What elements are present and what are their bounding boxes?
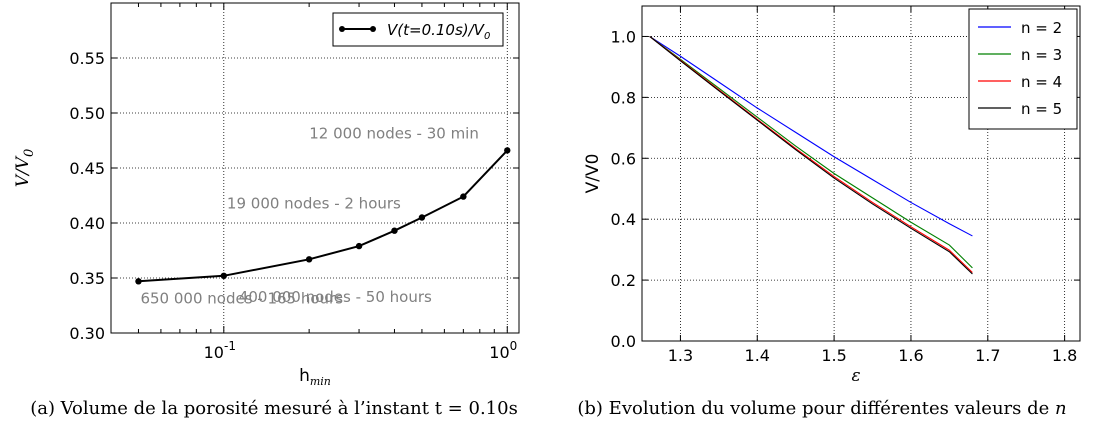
- data-point: [305, 256, 313, 263]
- annotation-label: 650 000 nodes - 165 hours: [140, 289, 343, 307]
- y-axis-label-main: V/V: [13, 155, 33, 187]
- chart-panel-a: 0.30 0.35 0.40 0.45 0.50 0.55 10-1 100 hmin V/V0 1…: [13, 2, 520, 388]
- series-line-n3: [649, 36, 973, 269]
- legend-label: n = 3: [1021, 46, 1062, 64]
- caption-b: (b) Evolution du volume pour différentes…: [548, 398, 1096, 419]
- evolution-chart: 0.0 0.2 0.4 0.6 0.8 1.0 1.3 1.4 1.5 1.6 1.7 1.8 ε V/V…: [583, 5, 1081, 386]
- data-point: [504, 147, 511, 154]
- caption-b-variable: n: [1055, 398, 1067, 419]
- legend-marker: [339, 26, 345, 32]
- x-axis-label-main: h: [299, 366, 310, 386]
- y-tick-label: 1.0: [611, 27, 636, 46]
- y-axis-label: V/V0: [13, 149, 37, 188]
- y-tick-label: 0.0: [611, 332, 636, 351]
- series-line-n5: [649, 36, 973, 275]
- series-line-n4: [649, 36, 973, 273]
- y-axis-label-sub: 0: [22, 149, 37, 157]
- annotation-label: 12 000 nodes - 30 min: [309, 124, 479, 142]
- x-tick-label: 100: [489, 339, 517, 362]
- y-tick-label: 0.40: [69, 214, 105, 233]
- legend-label: V(t=0.10s)/V0: [387, 21, 490, 42]
- legend-label: n = 4: [1021, 73, 1062, 91]
- legend-label-main: V(t=0.10s)/V: [387, 21, 486, 39]
- legend-label-sub: 0: [484, 31, 490, 42]
- x-tick-label: 1.6: [898, 346, 923, 365]
- x-tick-exponent: 0: [510, 339, 518, 353]
- data-point: [220, 272, 228, 279]
- chart-panel-b: 0.0 0.2 0.4 0.6 0.8 1.0 1.3 1.4 1.5 1.6 1.7 1.8 ε V/V…: [548, 0, 1096, 445]
- x-tick-label: 1.3: [668, 346, 693, 365]
- y-tick-label: 0.4: [611, 210, 636, 229]
- caption-b-text: (b) Evolution du volume pour différentes…: [577, 398, 1056, 419]
- x-axis-label-sub: min: [310, 375, 331, 388]
- annotation-label: 400 000 nodes - 50 hours: [239, 288, 432, 306]
- x-tick-label: 1.5: [821, 346, 846, 365]
- data-point: [418, 214, 426, 221]
- data-point: [355, 242, 363, 250]
- x-tick-label: 10-1: [204, 339, 236, 362]
- legend-box: [968, 8, 1078, 130]
- x-axis-label: hmin: [299, 366, 331, 388]
- series-line-n2: [649, 35, 973, 237]
- y-axis-label: V/V0: [583, 154, 603, 194]
- x-tick-label: 1.7: [975, 346, 1000, 365]
- x-tick-exponent: -1: [224, 339, 236, 353]
- data-point: [391, 227, 398, 234]
- x-tick-base: 10: [489, 343, 509, 362]
- legend-label: n = 2: [1021, 19, 1062, 37]
- x-tick-base: 10: [204, 343, 224, 362]
- annotation-label: 19 000 nodes - 2 hours: [227, 195, 401, 213]
- x-tick-label: 1.8: [1052, 346, 1077, 365]
- data-point: [135, 278, 142, 285]
- y-tick-label: 0.6: [611, 149, 636, 168]
- y-tick-label: 0.55: [69, 49, 105, 68]
- y-tick-label: 0.35: [69, 269, 105, 288]
- y-tick-label: 0.50: [69, 104, 105, 123]
- y-tick-label: 0.2: [611, 271, 636, 290]
- y-tick-label: 0.45: [69, 159, 105, 178]
- y-tick-label: 0.30: [69, 324, 105, 343]
- plot-frame: [641, 5, 1081, 342]
- x-axis-label: ε: [851, 366, 860, 386]
- caption-a: (a) Volume de la porosité mesuré à l’ins…: [30, 398, 518, 419]
- data-point: [460, 193, 467, 200]
- x-tick-label: 1.4: [745, 346, 770, 365]
- legend-label: n = 5: [1021, 100, 1062, 118]
- series-line: [138, 149, 508, 283]
- y-tick-label: 0.8: [611, 88, 636, 107]
- legend-marker: [370, 26, 376, 32]
